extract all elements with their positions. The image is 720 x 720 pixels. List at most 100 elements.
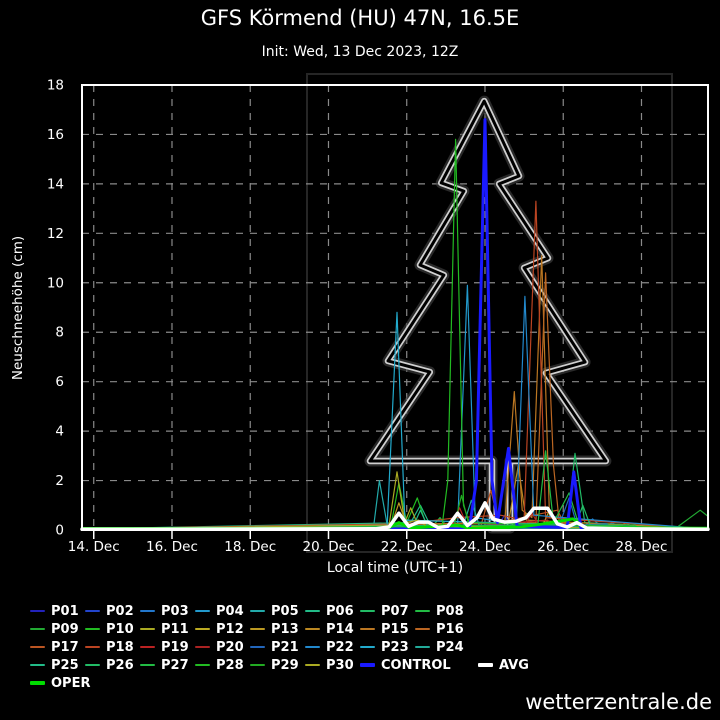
legend-label: P18 (106, 639, 134, 655)
watermark-text: wetterzentrale.de (525, 690, 712, 714)
legend-item-p19: P19 (140, 640, 195, 655)
legend-item-p12: P12 (195, 622, 250, 637)
legend-label: P29 (271, 657, 299, 673)
legend-label: P14 (326, 621, 354, 637)
legend-label: P13 (271, 621, 299, 637)
legend-line-swatch (250, 628, 265, 630)
legend-line-swatch (360, 628, 375, 630)
series-P04 (81, 284, 709, 530)
plot-frame (81, 84, 709, 531)
x-axis-label: Local time (UTC+1) (327, 560, 463, 576)
legend-item-p25: P25 (30, 658, 85, 673)
series-AVG (80, 501, 710, 532)
legend-line-swatch (415, 628, 430, 630)
legend-item-p05: P05 (250, 604, 305, 619)
legend-label: P05 (271, 603, 299, 619)
legend-line-swatch (305, 646, 320, 648)
svg-text:14: 14 (47, 176, 64, 192)
legend-item-p13: P13 (250, 622, 305, 637)
legend-label: P23 (381, 639, 409, 655)
legend-line-swatch (250, 646, 265, 648)
legend-line-swatch (85, 646, 100, 648)
legend-label: P12 (216, 621, 244, 637)
legend-label: P08 (436, 603, 464, 619)
legend-line-swatch (140, 646, 155, 648)
legend-item-p18: P18 (85, 640, 140, 655)
legend-label: P21 (271, 639, 299, 655)
svg-text:6: 6 (55, 374, 64, 390)
svg-text:18: 18 (47, 78, 64, 94)
series-P16 (81, 272, 709, 530)
svg-text:10: 10 (47, 275, 64, 291)
legend-label: P09 (51, 621, 79, 637)
legend-item-avg: AVG (478, 658, 550, 673)
svg-text:22. Dec: 22. Dec (381, 539, 433, 555)
svg-text:0: 0 (55, 523, 64, 539)
legend-label: CONTROL (381, 657, 451, 673)
legend-item-p30: P30 (305, 658, 360, 673)
legend-label: P30 (326, 657, 354, 673)
legend-label: P04 (216, 603, 244, 619)
legend-label: P26 (106, 657, 134, 673)
legend-item-p29: P29 (250, 658, 305, 673)
legend-row: P09 P10 P11 P12 P13 P14 P15 P16 (30, 620, 550, 638)
axis-ticks: 14. Dec 16. Dec 18. Dec 20. Dec 22. Dec 24. D… (47, 78, 668, 556)
legend-label: P10 (106, 621, 134, 637)
legend-line-swatch (415, 646, 430, 648)
legend-item-p06: P06 (305, 604, 360, 619)
legend-item-p10: P10 (85, 622, 140, 637)
legend-label: P03 (161, 603, 189, 619)
svg-text:4: 4 (55, 424, 64, 440)
legend-line-swatch (30, 646, 45, 648)
series-CONTROL (80, 118, 710, 531)
legend-item-p09: P09 (30, 622, 85, 637)
legend-row: OPER (30, 674, 550, 692)
legend-label: P24 (436, 639, 464, 655)
legend-item-p22: P22 (305, 640, 360, 655)
legend-label: P20 (216, 639, 244, 655)
legend-item-p16: P16 (415, 622, 470, 637)
legend-line-swatch (250, 610, 265, 612)
series-P28 (81, 138, 709, 530)
legend-label: AVG (499, 657, 529, 673)
legend-line-swatch (85, 628, 100, 630)
legend-item-p21: P21 (250, 640, 305, 655)
legend-item-p24: P24 (415, 640, 470, 655)
svg-text:2: 2 (55, 473, 64, 489)
legend-item-p02: P02 (85, 604, 140, 619)
legend-line-swatch (85, 664, 100, 666)
legend-item-p26: P26 (85, 658, 140, 673)
legend-item-p14: P14 (305, 622, 360, 637)
svg-text:16. Dec: 16. Dec (146, 539, 198, 555)
legend-label: P07 (381, 603, 409, 619)
legend-line-swatch (30, 628, 45, 630)
legend-item-p07: P07 (360, 604, 415, 619)
legend-label: P02 (106, 603, 134, 619)
legend-line-swatch (85, 610, 100, 612)
legend-item-p20: P20 (195, 640, 250, 655)
legend-row: P25 P26 P27 P28 P29 P30 CONTROL AVG (30, 656, 550, 674)
legend-line-swatch (415, 610, 430, 612)
legend-label: P01 (51, 603, 79, 619)
legend-label: P28 (216, 657, 244, 673)
svg-text:26. Dec: 26. Dec (537, 539, 589, 555)
legend: P01 P02 P03 P04 P05 P06 P07 P08 P09 P10 P11 P12 P13 P… (30, 602, 550, 692)
legend-line-swatch (195, 646, 210, 648)
legend-row: P01 P02 P03 P04 P05 P06 P07 P08 (30, 602, 550, 620)
legend-line-swatch (250, 664, 265, 666)
legend-line-swatch (195, 664, 210, 666)
legend-item-oper: OPER (30, 676, 90, 691)
legend-row: P17 P18 P19 P20 P21 P22 P23 P24 (30, 638, 550, 656)
legend-line-swatch (305, 610, 320, 612)
legend-item-p03: P03 (140, 604, 195, 619)
legend-label: P22 (326, 639, 354, 655)
legend-label: P19 (161, 639, 189, 655)
legend-line-swatch (305, 628, 320, 630)
legend-line-swatch (360, 610, 375, 612)
legend-line-swatch (140, 610, 155, 612)
svg-text:24. Dec: 24. Dec (459, 539, 511, 555)
legend-item-control: CONTROL (360, 658, 478, 673)
legend-label: P15 (381, 621, 409, 637)
legend-label: P11 (161, 621, 189, 637)
